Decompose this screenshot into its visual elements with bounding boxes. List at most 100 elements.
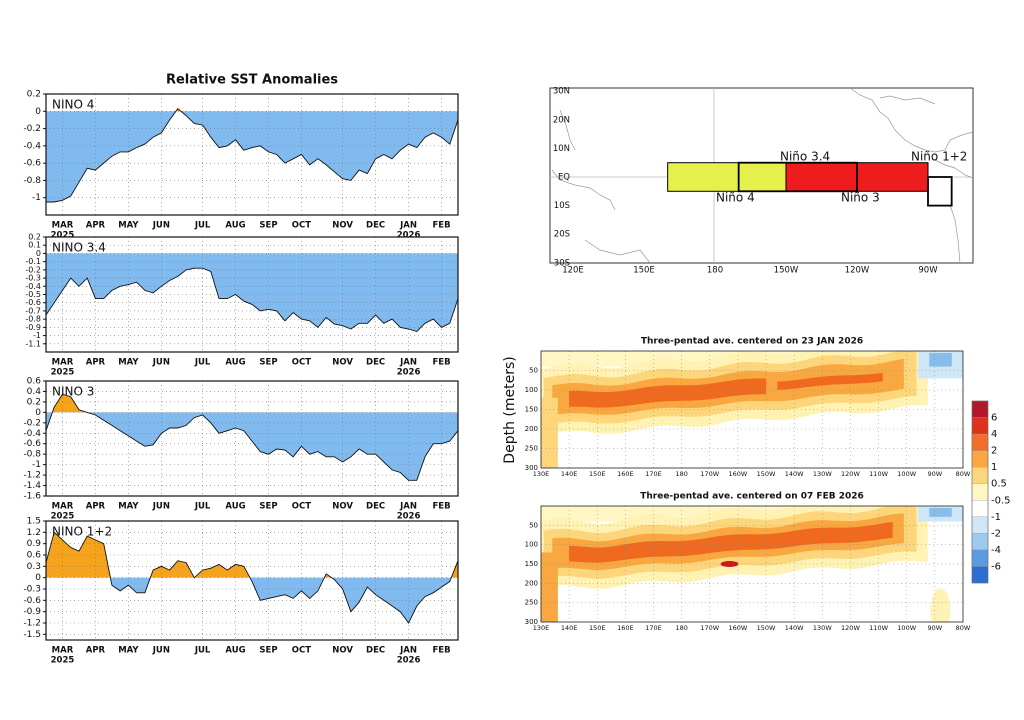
x-tick-label: NOV (332, 358, 353, 368)
depth-lon-label: 140W (785, 624, 804, 632)
map-lat-label: 30S (554, 258, 570, 268)
depth-lon-label: 150E (589, 470, 606, 478)
depth-lon-label: 170W (700, 470, 719, 478)
colorbar-block (971, 467, 989, 484)
y-tick-label: -0.9 (23, 607, 41, 617)
depth-axis-title: Depth (meters) (502, 356, 518, 463)
x-tick-label: JUL (194, 221, 211, 231)
map-lon-label: 150W (774, 266, 799, 276)
x-year-label: 2026 (397, 368, 421, 378)
y-tick-label: 0.2 (28, 233, 41, 242)
cool-patch (930, 588, 951, 622)
anomaly-line (45, 267, 459, 333)
depth-tick-label: 50 (529, 367, 538, 375)
panel-label: NINO 4 (52, 98, 94, 112)
depth-tick-label: 150 (525, 560, 538, 568)
x-tick-label: SEP (259, 358, 277, 368)
y-tick-label: 0.6 (27, 377, 42, 387)
depth-lon-label: 140E (561, 624, 578, 632)
map-lat-label: 10N (553, 144, 570, 154)
y-tick-label: 0.6 (27, 551, 42, 561)
x-tick-label: SEP (259, 221, 277, 231)
nino34-box (737, 161, 858, 193)
depth-lon-label: 80W (956, 470, 971, 478)
depth-tick-label: 200 (525, 425, 538, 433)
colorbar-label: -2 (991, 528, 1001, 539)
panel-label: NINO 3.4 (52, 241, 106, 255)
x-tick-label: NOV (332, 502, 353, 512)
depth-tick-label: 100 (525, 386, 538, 394)
depth-lon-label: 90W (928, 624, 943, 632)
map-lon-label: 120E (562, 266, 584, 276)
map-lat-label: 20S (554, 230, 570, 240)
colorbar-frame (971, 400, 989, 584)
map-lon-label: 150E (633, 266, 655, 276)
y-tick-label: -0.5 (25, 290, 41, 299)
depth-lon-label: 150W (757, 624, 776, 632)
y-tick-label: -0.8 (23, 450, 41, 460)
colorbar-label: -1 (991, 512, 1001, 523)
colorbar-label: 6 (991, 413, 997, 424)
cold-core (929, 507, 952, 517)
depth-panel (541, 506, 963, 622)
depth-frame (540, 505, 964, 623)
depth-lon-label: 110W (869, 624, 888, 632)
colorbar-block (971, 400, 989, 418)
x-tick-label: APR (86, 502, 106, 512)
y-tick-label: -0.2 (23, 418, 41, 428)
y-tick-label: -0.6 (23, 159, 41, 169)
x-tick-label: NOV (332, 646, 353, 656)
colorbar-block (971, 417, 989, 435)
x-tick-label: MAY (118, 502, 139, 512)
y-tick-label: -0.4 (23, 141, 41, 151)
map-lon-label: 90W (918, 266, 938, 276)
colorbar-block (971, 500, 989, 517)
map-lon-label: 120W (845, 266, 870, 276)
colorbar-label: 0.5 (991, 479, 1007, 490)
x-tick-label: OCT (292, 502, 311, 512)
y-tick-label: -0.8 (23, 176, 41, 186)
y-tick-label: 1.2 (27, 528, 41, 538)
y-tick-label: 1.5 (27, 517, 41, 527)
depth-tick-label: 300 (525, 464, 538, 472)
depth-lon-label: 130E (533, 470, 550, 478)
colorbar-label: 4 (991, 429, 997, 440)
region-label: Niño 3.4 (780, 150, 830, 164)
y-tick-label: -0.7 (25, 306, 41, 315)
y-tick-label: 0.2 (27, 397, 41, 407)
depth-tick-label: 50 (529, 521, 538, 529)
y-tick-label: 0.4 (27, 387, 42, 397)
depth-lon-label: 120W (841, 624, 860, 632)
map-lat-label: 30N (553, 87, 570, 97)
y-tick-label: -0.2 (23, 124, 41, 134)
depth-lon-label: 150W (757, 470, 776, 478)
colorbar-label: 2 (991, 446, 997, 457)
y-tick-label: 0.1 (28, 241, 41, 250)
x-tick-label: JAN (399, 502, 417, 512)
coast-australia (584, 239, 651, 264)
map-lon-label: 180 (707, 266, 723, 276)
y-tick-label: -0.8 (25, 315, 41, 324)
x-tick-label: DEC (366, 502, 385, 512)
colorbar-block (971, 516, 989, 534)
plot-frame (45, 93, 459, 216)
depth-panel (541, 351, 963, 468)
y-tick-label: -1.1 (25, 339, 41, 348)
x-tick-label: NOV (332, 221, 353, 231)
depth-lon-label: 140W (785, 470, 804, 478)
x-year-label: 2025 (51, 368, 75, 378)
y-tick-label: 0 (35, 573, 41, 583)
x-tick-label: AUG (225, 221, 245, 231)
y-tick-label: 0 (35, 408, 41, 418)
area-chart: 1.51.20.9 0.60.30 -0.3-0.6-0.9 -1.2-1.5 MAR A… (23, 517, 459, 666)
x-tick-label: JUN (152, 221, 170, 231)
x-tick-label: SEP (259, 502, 277, 512)
depth-lon-label: 180 (675, 624, 687, 632)
region-label: Niño 4 (716, 191, 755, 205)
coast-philippines (559, 109, 576, 151)
x-year-label: 2026 (397, 512, 421, 522)
y-tick-label: -0.4 (25, 282, 41, 291)
y-tick-label: -1.6 (23, 492, 41, 502)
x-tick-label: MAR (52, 358, 74, 368)
